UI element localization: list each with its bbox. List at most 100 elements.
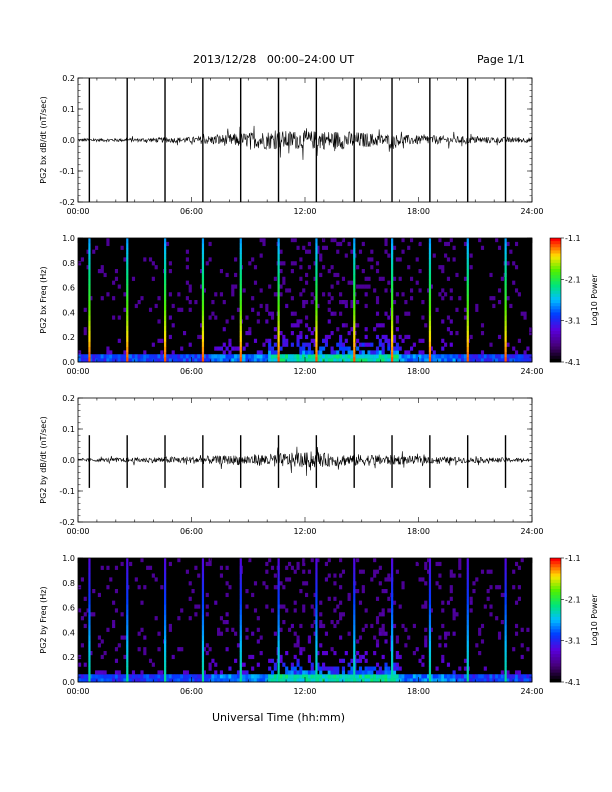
spectrogram-cell [424, 358, 428, 363]
spectrogram-cell [449, 573, 453, 578]
spectrogram-cell [114, 678, 119, 683]
spectrogram-cell [387, 338, 391, 343]
spectrogram-cell [100, 296, 104, 301]
spike-column [391, 604, 394, 610]
spectrogram-cell [307, 358, 311, 363]
spectrogram-cell [461, 358, 465, 363]
spectrogram-cell [134, 577, 138, 582]
spectrogram-cell [225, 346, 229, 351]
colorbar-tick-label: -2.1 [565, 275, 581, 284]
spectrogram-cell [253, 338, 258, 343]
spectrogram-cell [100, 674, 104, 679]
spectrogram-cell [129, 561, 133, 567]
spectrogram-cell [350, 249, 354, 254]
spectrogram-cell [112, 678, 116, 683]
spectrogram-cell [449, 288, 453, 293]
spectrogram-cell [384, 249, 388, 254]
spectrogram-cell [421, 350, 425, 355]
spectrogram-cell [157, 674, 161, 679]
spectrogram-cell [367, 358, 371, 363]
spectrogram-cell [322, 358, 326, 363]
spectrogram-cell [444, 678, 448, 683]
spectrogram-cell [500, 354, 504, 359]
spectrogram-cell [231, 288, 235, 293]
spectrogram-cell [168, 261, 172, 266]
spectrogram-cell [293, 654, 297, 660]
spike-column [391, 651, 394, 657]
spike-column [126, 640, 129, 647]
spectrogram-cell [444, 292, 448, 297]
spike-column [88, 614, 91, 621]
spectrogram-cell [341, 354, 346, 359]
spectrogram-cell [520, 358, 524, 363]
spike-column [164, 583, 167, 590]
colorbar-band [550, 300, 561, 304]
colorbar-tick-label: -1.1 [565, 554, 581, 563]
spectrogram-cell [375, 350, 380, 355]
dbdt-trace [77, 125, 533, 160]
spike-column [504, 351, 507, 358]
spectrogram-cell [265, 674, 269, 679]
spike-column [466, 356, 469, 363]
spike-column [277, 320, 280, 327]
spectrogram-cell [336, 241, 340, 247]
spectrogram-cell [497, 245, 502, 250]
spectrogram-cell [367, 342, 371, 347]
spectrogram-cell [375, 334, 380, 340]
spike-column [201, 604, 205, 610]
spectrogram-cell [290, 565, 294, 570]
spectrogram-cell [322, 678, 326, 683]
spike-column [239, 253, 242, 259]
spectrogram-cell [117, 670, 121, 675]
spectrogram-cell [381, 654, 385, 660]
spike-column [428, 661, 432, 667]
spectrogram-cell [174, 358, 178, 363]
spectrogram-cell [375, 670, 380, 675]
spectrogram-cell [319, 253, 323, 258]
spectrogram-cell [438, 585, 442, 590]
spectrogram-cell [341, 666, 346, 671]
spike-column [239, 346, 242, 352]
spike-column [353, 243, 356, 249]
spike-column [239, 305, 242, 311]
spectrogram-cell [251, 631, 255, 636]
spectrogram-cell [253, 280, 258, 285]
spectrogram-cell [392, 623, 397, 629]
spectrogram-cell [356, 678, 360, 683]
spike-column [428, 666, 432, 672]
spectrogram-cell [344, 346, 348, 351]
spectrogram-cell [461, 674, 465, 679]
spectrogram-cell [319, 354, 323, 359]
spectrogram-cell [478, 358, 482, 363]
spectrogram-cell [143, 674, 147, 679]
spectrogram-cell [168, 678, 172, 683]
spectrogram-cell [287, 288, 292, 293]
spectrogram-cell [381, 674, 385, 679]
colorbar-band [550, 589, 561, 593]
spectrogram-cell [361, 627, 365, 632]
spectrogram-cell [327, 269, 331, 274]
spectrogram-cell [78, 674, 82, 679]
spectrogram-cell [333, 651, 337, 656]
spike-column [353, 310, 356, 316]
spike-column [126, 269, 129, 275]
spike-column [315, 305, 318, 311]
spectrogram-cell [350, 666, 354, 671]
spike-column [315, 604, 318, 610]
spike-column [391, 253, 394, 259]
spike-column [201, 269, 205, 275]
spectrogram-cell [373, 569, 377, 574]
spectrogram-cell [293, 666, 297, 671]
spike-column [391, 341, 394, 347]
spike-column [201, 651, 205, 657]
spike-column [504, 640, 507, 647]
spike-column [504, 583, 507, 590]
spectrogram-cell [305, 670, 309, 675]
spectrogram-cell [435, 666, 439, 671]
spectrogram-cell [103, 354, 107, 359]
spectrogram-cell [219, 565, 224, 570]
spectrogram-cell [330, 647, 334, 652]
spike-column [201, 356, 205, 363]
spectrogram-cell [282, 280, 286, 285]
